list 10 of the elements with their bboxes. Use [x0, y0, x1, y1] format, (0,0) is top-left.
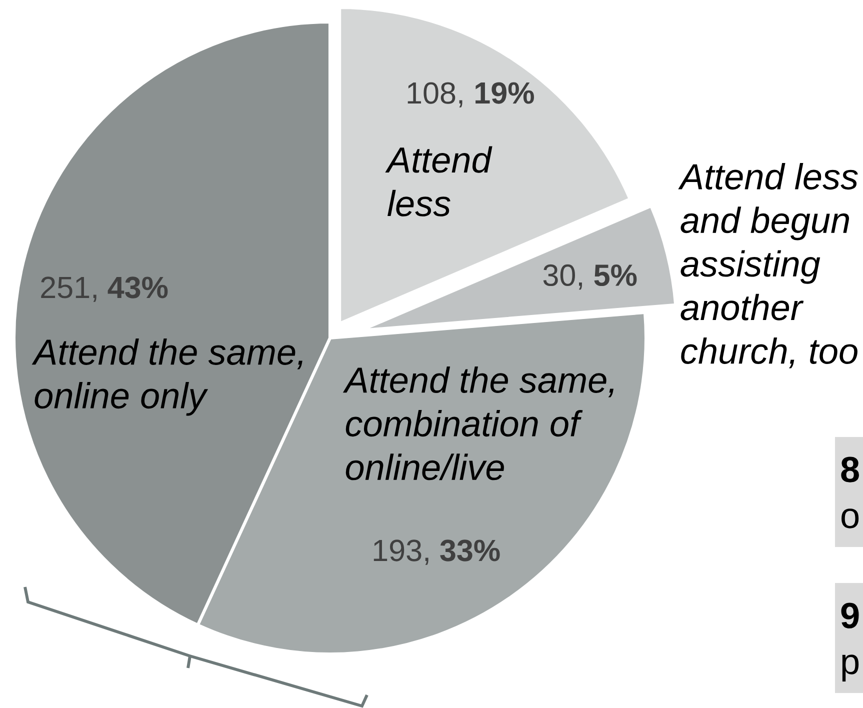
slice-label: Attend less and begun assisting another church, too	[678, 163, 858, 368]
slice-label: Attend the same, combination of online/live	[342, 366, 614, 480]
slice-label: Attend less	[385, 146, 492, 216]
slice-label: Attend the same, online only	[32, 338, 302, 416]
text: 9 p	[841, 602, 859, 682]
text: 8 o	[841, 456, 859, 528]
data-label: 251, 43%	[41, 276, 168, 302]
data-label: 108, 19%	[408, 82, 534, 108]
data-label: 30, 5%	[543, 264, 637, 290]
data-label: 193, 33%	[374, 540, 500, 565]
